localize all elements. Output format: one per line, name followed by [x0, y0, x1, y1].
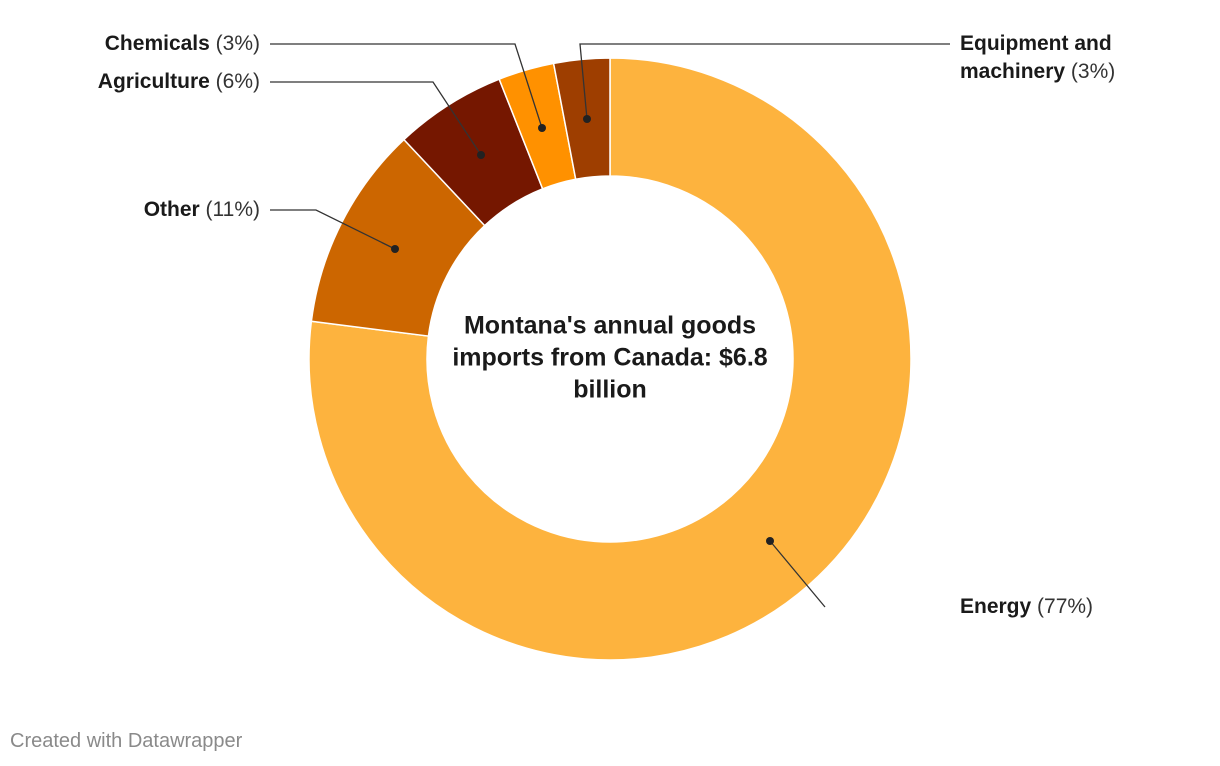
- leader-line-equipment-and-machinery: [579, 43, 950, 120]
- slice-percent: (11%): [206, 198, 260, 221]
- leader-dot-chemicals: [538, 124, 546, 132]
- leader-dot-agriculture: [477, 151, 485, 159]
- slice-equipment-and-machinery: [552, 57, 611, 181]
- slice-label-energy: Energy (77%): [960, 595, 1093, 618]
- slice-label-equipment-and-machinery: Equipment and machinery (3%): [960, 32, 1115, 83]
- leader-line-energy: [769, 540, 826, 608]
- donut-slices: [308, 57, 912, 661]
- slice-name-cont: machinery: [960, 60, 1071, 83]
- leader-line-agriculture: [270, 81, 482, 156]
- slice-percent: (77%): [1037, 595, 1093, 618]
- leader-dot-equipment-and-machinery: [583, 115, 591, 123]
- slice-name: Equipment and: [960, 32, 1112, 55]
- slice-labels: Energy (77%)Other (11%)Agriculture (6%)C…: [98, 32, 1115, 618]
- slice-label-other: Other (11%): [144, 198, 260, 221]
- leader-line-chemicals: [270, 43, 543, 129]
- leader-line-other: [270, 209, 396, 250]
- slice-energy: [308, 57, 912, 661]
- leader-dot-energy: [766, 537, 774, 545]
- center-title-line: billion: [573, 376, 647, 404]
- slice-percent: (3%): [1071, 60, 1115, 83]
- label-leader-lines: [270, 43, 950, 608]
- leader-dot-other: [391, 245, 399, 253]
- slice-name: Energy: [960, 595, 1037, 618]
- slice-label-agriculture: Agriculture (6%): [98, 70, 260, 93]
- slice-percent: (6%): [216, 70, 260, 93]
- slice-name: Chemicals: [105, 32, 216, 55]
- slice-name: Agriculture: [98, 70, 216, 93]
- slice-percent: (3%): [216, 32, 260, 55]
- slice-name: Other: [144, 198, 206, 221]
- center-title-line: imports from Canada: $6.8: [452, 344, 767, 372]
- center-title: Montana's annual goods imports from Canad…: [452, 312, 767, 404]
- center-title-line: Montana's annual goods: [464, 312, 756, 340]
- slice-label-chemicals: Chemicals (3%): [105, 32, 260, 55]
- datawrapper-credit: Created with Datawrapper: [10, 730, 243, 752]
